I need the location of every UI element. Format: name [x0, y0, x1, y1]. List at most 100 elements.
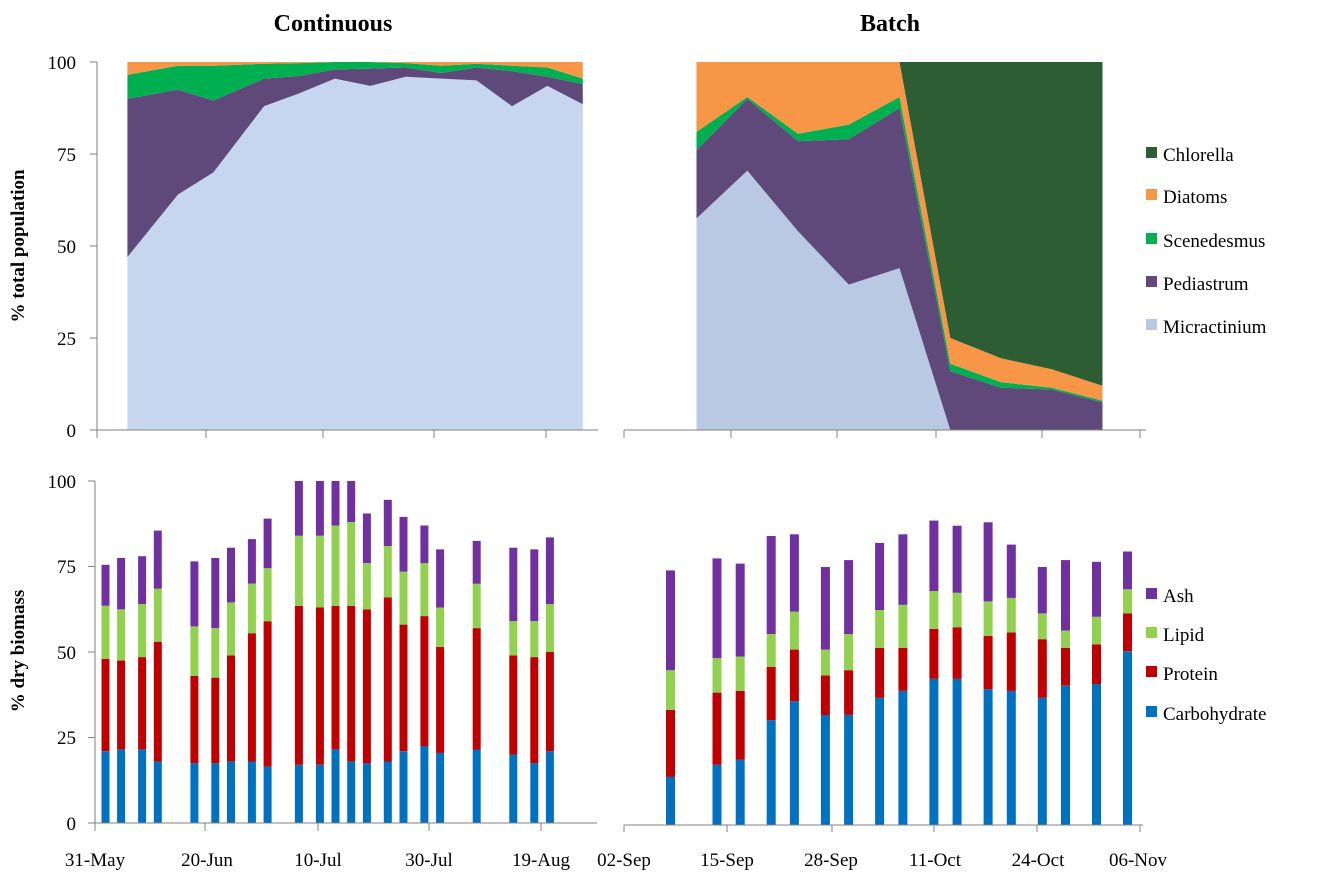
- bar-segment-lipid: [1123, 589, 1132, 614]
- bar-segment-carbohydrate: [399, 751, 408, 823]
- bar-segment-protein: [844, 670, 854, 715]
- area-series-diatoms: [127, 62, 583, 79]
- x-tick-label: 06-Nov: [1109, 850, 1168, 871]
- y-tick-label: 100: [48, 472, 77, 493]
- bar-segment-lipid: [1061, 630, 1070, 648]
- x-tick-label: 19-Aug: [512, 850, 571, 871]
- legend-swatch-micractinium: [1146, 319, 1157, 330]
- bar-segment-ash: [101, 564, 110, 606]
- bar-segment-carbohydrate: [101, 751, 110, 823]
- bar-segment-carbohydrate: [509, 754, 518, 823]
- legend-label-lipid: Lipid: [1163, 625, 1205, 646]
- y-tick-label: 75: [57, 145, 76, 166]
- bar-segment-ash: [117, 558, 126, 610]
- bar-segment-carbohydrate: [820, 714, 830, 825]
- legend-label-chlorella: Chlorella: [1163, 145, 1234, 166]
- legend-swatch-pediastrum: [1146, 276, 1157, 287]
- bar-segment-carbohydrate: [1061, 685, 1070, 825]
- bar-segment-protein: [227, 655, 235, 762]
- bar-segment-protein: [789, 649, 799, 702]
- bar-segment-protein: [247, 633, 256, 762]
- bar-segment-ash: [153, 530, 162, 589]
- legend-swatch-scenedesmus: [1146, 233, 1157, 244]
- bar-segment-carbohydrate: [929, 678, 939, 825]
- bar-segment-carbohydrate: [153, 761, 162, 823]
- population-legend: Chlorella Diatoms Scenedesmus Pediastrum…: [1146, 145, 1267, 338]
- bar-segment-lipid: [247, 583, 256, 634]
- bar-segment-protein: [153, 641, 162, 762]
- area-series-diatoms: [696, 62, 1103, 401]
- bar-segment-lipid: [545, 604, 554, 652]
- y-tick-label: 0: [67, 814, 77, 835]
- bar-segment-protein: [1092, 644, 1101, 684]
- bar-segment-protein: [820, 675, 830, 715]
- bar-segment-ash: [844, 560, 854, 635]
- bar-segment-protein: [101, 658, 110, 752]
- bar-segment-carbohydrate: [190, 763, 199, 823]
- area-series-chlorella: [696, 62, 1103, 386]
- bar-segment-ash: [399, 516, 408, 572]
- bar-segment-ash: [211, 558, 220, 629]
- bar-segment-ash: [1123, 551, 1132, 590]
- bar-segment-lipid: [983, 601, 993, 636]
- bar-segment-carbohydrate: [530, 763, 539, 823]
- bar-segment-carbohydrate: [117, 749, 126, 823]
- bar-segment-protein: [1006, 632, 1016, 691]
- bar-segment-ash: [383, 499, 392, 546]
- bar-segment-ash: [952, 525, 962, 593]
- bar-segment-protein: [952, 627, 962, 679]
- y-tick-label: 25: [57, 329, 76, 350]
- x-tick-label: 10-Jul: [294, 850, 342, 871]
- bar-segment-protein: [472, 628, 481, 750]
- bar-segment-carbohydrate: [247, 761, 256, 823]
- bar-segment-ash: [315, 481, 324, 536]
- bar-segment-carbohydrate: [263, 766, 272, 823]
- continuous-biomass-bars: [101, 481, 554, 823]
- bar-segment-carbohydrate: [436, 752, 445, 823]
- bar-segment-carbohydrate: [766, 720, 776, 825]
- bar-segment-carbohydrate: [331, 749, 340, 823]
- bar-segment-carbohydrate: [666, 776, 675, 825]
- bar-segment-lipid: [331, 525, 340, 606]
- bar-segment-ash: [898, 534, 908, 605]
- y-tick-label: 0: [67, 421, 77, 442]
- bar-segment-protein: [331, 605, 340, 750]
- bar-segment-protein: [735, 690, 745, 760]
- bar-segment-lipid: [211, 628, 220, 678]
- bar-segment-lipid: [1092, 616, 1101, 645]
- bar-segment-protein: [420, 616, 429, 747]
- bar-segment-ash: [472, 540, 481, 584]
- bar-segment-lipid: [420, 563, 429, 617]
- bar-segment-carbohydrate: [789, 701, 799, 825]
- batch-population-chart: Batch Chlorella Diatoms Scenedesmus Pedi…: [623, 11, 1267, 438]
- bar-segment-ash: [735, 563, 745, 657]
- bar-segment-lipid: [844, 634, 854, 671]
- legend-swatch-protein: [1146, 666, 1157, 677]
- legend-label-scenedesmus: Scenedesmus: [1163, 231, 1265, 252]
- bar-segment-carbohydrate: [294, 764, 303, 823]
- bar-segment-protein: [294, 605, 303, 765]
- y-tick-label: 75: [57, 557, 76, 578]
- bar-segment-protein: [875, 647, 885, 698]
- bar-segment-ash: [983, 522, 993, 602]
- bar-segment-protein: [190, 675, 199, 764]
- bar-segment-lipid: [153, 588, 162, 642]
- continuous-biomass-chart: % dry biomass 100 75 50 25 0 31-May 20-J…: [8, 472, 597, 871]
- bar-segment-ash: [1037, 567, 1047, 614]
- bar-segment-protein: [436, 646, 445, 753]
- legend-swatch-chlorella: [1146, 147, 1157, 158]
- bar-segment-carbohydrate: [952, 678, 962, 825]
- area-series-pediastrum: [127, 67, 583, 257]
- bar-segment-carbohydrate: [315, 764, 324, 823]
- bar-segment-protein: [1061, 647, 1070, 686]
- bar-segment-lipid: [509, 621, 518, 656]
- bar-segment-ash: [362, 513, 371, 564]
- chart-title-batch: Batch: [860, 11, 920, 37]
- bar-segment-lipid: [472, 583, 481, 629]
- y-axis-label-biomass: % dry biomass: [8, 590, 29, 712]
- bar-segment-carbohydrate: [138, 749, 147, 823]
- bar-segment-ash: [545, 537, 554, 605]
- bar-segment-carbohydrate: [472, 749, 481, 823]
- y-tick-label: 25: [57, 728, 76, 749]
- x-tick-label: 20-Jun: [181, 850, 233, 871]
